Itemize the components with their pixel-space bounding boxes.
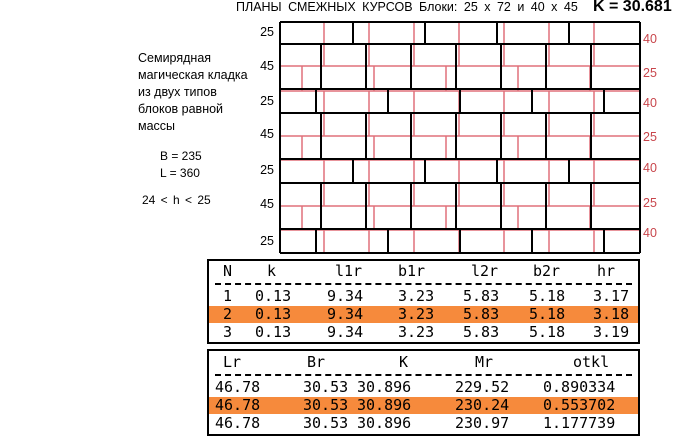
col-header: N	[223, 262, 233, 280]
right-label: 40	[643, 96, 657, 110]
col-header: l1r	[335, 262, 363, 280]
table-row-highlighted: 2 0.13 9.34 3.23 5.83 5.18 3.18	[209, 306, 638, 323]
cell: 46.78	[215, 396, 261, 414]
cell: 5.18	[529, 287, 566, 305]
red-course-layer	[280, 22, 640, 254]
cell: 0.13	[255, 305, 292, 323]
table-separator	[215, 374, 632, 376]
right-label: 25	[643, 196, 657, 210]
results-table-1: N k l1r b1r l2r b2r hr 1 0.13 9.34 3.23 …	[207, 259, 640, 344]
table-row: 1 0.13 9.34 3.23 5.83 5.18 3.17	[209, 288, 638, 305]
cell: 30.896	[357, 396, 412, 414]
cell: 3.23	[398, 323, 435, 341]
left-label: 25	[260, 94, 274, 108]
black-course-layer	[279, 21, 641, 254]
col-header: hr	[597, 262, 616, 280]
cell: 0.890334	[543, 378, 616, 396]
col-header: b2r	[533, 262, 561, 280]
description-text: Семирядная магическая кладка из двух тип…	[138, 51, 248, 133]
left-label: 45	[260, 127, 274, 141]
param-h-range: 24 < h < 25	[142, 193, 211, 207]
cell: 9.34	[327, 323, 364, 341]
cell: 230.24	[455, 396, 510, 414]
cell: 3.18	[593, 305, 630, 323]
cell: 30.53	[303, 414, 349, 432]
table-header-row: Lr Br K Mr otkl	[209, 354, 638, 371]
col-header: K	[399, 353, 409, 371]
cell: 30.896	[357, 378, 412, 396]
right-label: 25	[643, 130, 657, 144]
cell: 30.53	[303, 396, 349, 414]
table-header-row: N k l1r b1r l2r b2r hr	[209, 263, 638, 280]
cell: 30.896	[357, 414, 412, 432]
col-header: b1r	[398, 262, 426, 280]
cell: 3.23	[398, 287, 435, 305]
cell: 3	[223, 323, 233, 341]
cell: 46.78	[215, 414, 261, 432]
cell: 1.177739	[543, 414, 616, 432]
cell: 5.83	[463, 305, 500, 323]
cell: 3.17	[593, 287, 630, 305]
col-header: k	[267, 262, 277, 280]
right-label: 25	[643, 66, 657, 80]
cell: 229.52	[455, 378, 510, 396]
cell: 1	[223, 287, 233, 305]
cell: 5.83	[463, 323, 500, 341]
k-value: K = 30.681	[593, 0, 672, 15]
left-label: 25	[260, 163, 274, 177]
page-title: ПЛАНЫ СМЕЖНЫХ КУРСОВ Блоки: 25 х 72 и 40…	[236, 0, 578, 14]
right-label: 40	[643, 32, 657, 46]
col-header: Lr	[223, 353, 242, 371]
cell: 0.13	[255, 323, 292, 341]
table-row: 3 0.13 9.34 3.23 5.83 5.18 3.19	[209, 324, 638, 341]
col-header: Br	[307, 353, 326, 371]
cell: 5.18	[529, 323, 566, 341]
cell: 9.34	[327, 287, 364, 305]
cell: 0.13	[255, 287, 292, 305]
right-label: 40	[643, 226, 657, 240]
cell: 5.18	[529, 305, 566, 323]
cell: 2	[223, 305, 233, 323]
table-separator	[215, 283, 632, 285]
results-table-2: Lr Br K Mr otkl 46.78 30.53 30.896 229.5…	[207, 349, 640, 436]
cell: 46.78	[215, 378, 261, 396]
cell: 230.97	[455, 414, 510, 432]
col-header: Mr	[475, 353, 494, 371]
cell: 30.53	[303, 378, 349, 396]
col-header: otkl	[573, 353, 610, 371]
table-row-highlighted: 46.78 30.53 30.896 230.24 0.553702	[209, 397, 638, 414]
left-label: 25	[260, 234, 274, 248]
cell: 3.23	[398, 305, 435, 323]
cell: 0.553702	[543, 396, 616, 414]
cell: 3.19	[593, 323, 630, 341]
col-header: l2r	[471, 262, 499, 280]
cell: 9.34	[327, 305, 364, 323]
param-l: L = 360	[160, 166, 200, 180]
cell: 5.83	[463, 287, 500, 305]
param-b: B = 235	[160, 149, 202, 163]
right-label: 40	[643, 161, 657, 175]
table-row: 46.78 30.53 30.896 230.97 1.177739	[209, 415, 638, 432]
table-row: 46.78 30.53 30.896 229.52 0.890334	[209, 379, 638, 396]
left-label: 45	[260, 59, 274, 73]
masonry-plan-diagram	[279, 21, 641, 254]
left-label: 25	[260, 25, 274, 39]
left-label: 45	[260, 197, 274, 211]
